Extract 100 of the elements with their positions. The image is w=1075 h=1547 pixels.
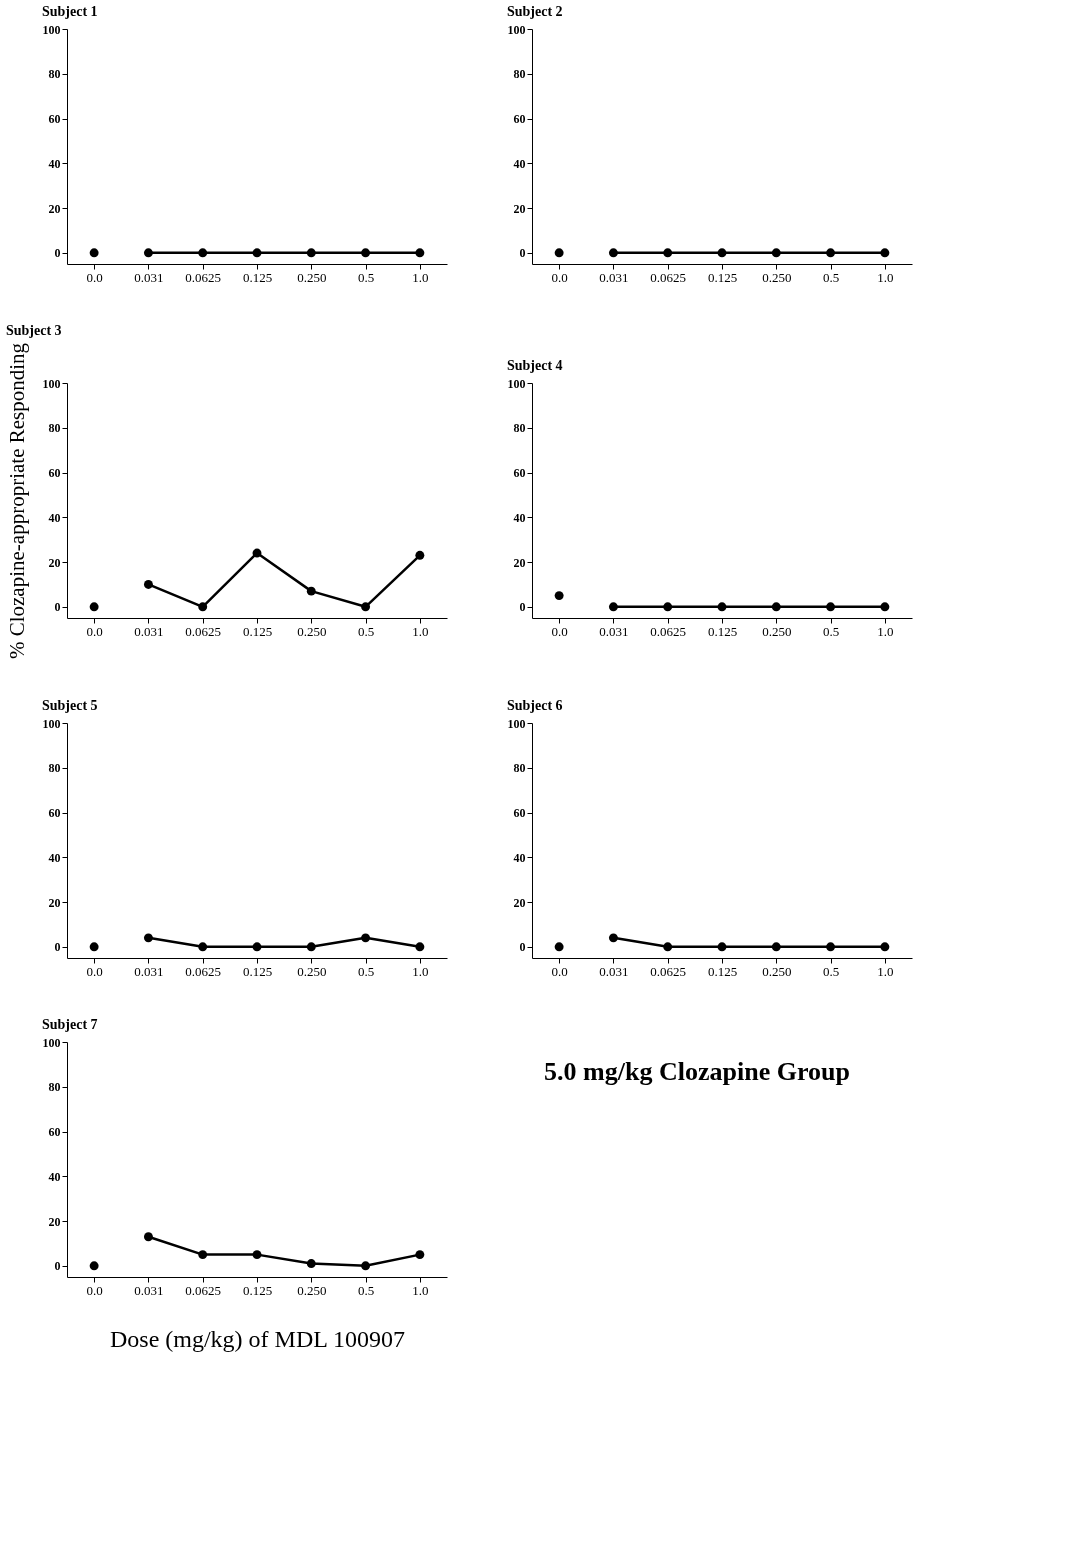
point <box>198 1250 208 1260</box>
point <box>361 1261 371 1271</box>
x-tick-label: 0.125 <box>242 963 273 979</box>
x-tick-label: 0.125 <box>707 269 738 285</box>
x-tick-label: 0.031 <box>599 623 629 639</box>
y-tick-label: 0 <box>54 246 61 261</box>
x-tick-label: 0.0625 <box>650 963 687 979</box>
y-tick-label: 40 <box>48 1169 61 1184</box>
x-tick-label: 0.031 <box>134 623 164 639</box>
y-tick-label: 100 <box>507 22 526 37</box>
y-tick-label: 40 <box>48 850 61 865</box>
y-tick-label: 60 <box>48 1125 61 1140</box>
y-tick-label: 20 <box>513 895 526 910</box>
y-tick-label: 100 <box>42 376 61 391</box>
y-tick-label: 40 <box>513 510 526 525</box>
point <box>361 602 371 612</box>
x-tick-label: 0.250 <box>297 1282 327 1298</box>
x-tick-label: 0.5 <box>822 963 840 979</box>
y-tick-label: 80 <box>48 67 61 82</box>
y-tick-label: 40 <box>513 850 526 865</box>
x-tick-label: 0.5 <box>357 1282 375 1298</box>
y-tick-label: 20 <box>48 895 61 910</box>
y-tick-label: 80 <box>513 67 526 82</box>
y-tick-label: 0 <box>54 600 61 615</box>
y-tick-label: 60 <box>48 466 61 481</box>
y-tick-label: 40 <box>48 510 61 525</box>
point <box>89 602 99 612</box>
point <box>306 1259 316 1269</box>
y-tick-label: 60 <box>48 112 61 127</box>
x-tick-label: 0.0625 <box>185 623 222 639</box>
y-tick-label: 0 <box>54 940 61 955</box>
x-tick-label: 0.5 <box>822 269 840 285</box>
x-tick-label: 0.031 <box>134 1282 164 1298</box>
x-tick-label: 0.5 <box>357 623 375 639</box>
x-tick-label: 0.0625 <box>185 963 222 979</box>
y-tick-label: 0 <box>519 600 526 615</box>
chart-title: Subject 6 <box>507 698 563 713</box>
x-tick-label: 0.0625 <box>650 269 687 285</box>
point <box>143 1232 153 1242</box>
y-tick-label: 100 <box>42 22 61 37</box>
chart-title: Subject 2 <box>507 4 563 19</box>
y-tick-label: 60 <box>513 466 526 481</box>
x-tick-label: 0.125 <box>242 623 273 639</box>
x-tick-label: 1.0 <box>877 963 894 979</box>
x-tick-label: 0.0 <box>86 963 103 979</box>
x-tick-label: 0.5 <box>357 963 375 979</box>
y-tick-label: 60 <box>48 806 61 821</box>
x-tick-label: 0.250 <box>762 623 792 639</box>
x-tick-label: 0.125 <box>242 1282 273 1298</box>
x-axis-title: Dose (mg/kg) of MDL 100907 <box>109 1325 406 1352</box>
y-tick-label: 100 <box>42 716 61 731</box>
point <box>415 550 425 560</box>
x-tick-label: 0.250 <box>297 963 327 979</box>
y-tick-label: 20 <box>48 555 61 570</box>
y-tick-label: 40 <box>513 156 526 171</box>
x-tick-label: 1.0 <box>877 623 894 639</box>
text: 5.0 mg/kg Clozapine Group <box>544 1057 850 1086</box>
x-tick-label: 0.125 <box>707 623 738 639</box>
y-tick-label: 40 <box>48 156 61 171</box>
y-tick-label: 100 <box>507 376 526 391</box>
chart-title: Subject 1 <box>42 4 98 19</box>
x-tick-label: 0.0 <box>551 269 568 285</box>
x-tick-label: 1.0 <box>877 269 894 285</box>
x-tick-label: 0.125 <box>707 963 738 979</box>
y-tick-label: 80 <box>513 421 526 436</box>
y-tick-label: 20 <box>513 201 526 216</box>
point <box>143 579 153 589</box>
x-tick-label: 0.0 <box>86 269 103 285</box>
y-tick-label: 0 <box>519 246 526 261</box>
x-tick-label: 0.0 <box>86 1282 103 1298</box>
x-tick-label: 0.031 <box>134 963 164 979</box>
x-tick-label: 0.250 <box>297 623 327 639</box>
chart-title: Subject 5 <box>42 698 98 713</box>
y-tick-label: 60 <box>513 806 526 821</box>
x-tick-label: 0.0625 <box>185 1282 222 1298</box>
y-tick-label: 20 <box>513 555 526 570</box>
point <box>198 602 208 612</box>
x-tick-label: 0.0 <box>86 623 103 639</box>
x-tick-label: 0.250 <box>762 269 792 285</box>
x-tick-label: 0.250 <box>297 269 327 285</box>
x-tick-label: 1.0 <box>412 623 429 639</box>
point <box>415 1250 425 1260</box>
y-tick-label: 0 <box>519 940 526 955</box>
chart-title: Subject 4 <box>507 358 563 373</box>
y-tick-label: 20 <box>48 1214 61 1229</box>
y-tick-label: 20 <box>48 201 61 216</box>
x-tick-label: 1.0 <box>412 1282 429 1298</box>
y-tick-label: 100 <box>507 716 526 731</box>
x-tick-label: 0.0625 <box>650 623 687 639</box>
x-tick-label: 0.0625 <box>185 269 222 285</box>
x-tick-label: 1.0 <box>412 269 429 285</box>
y-tick-label: 0 <box>54 1259 61 1274</box>
chart-title: Subject 3 <box>6 323 62 339</box>
y-tick-label: 80 <box>48 1080 61 1095</box>
point <box>252 1250 262 1260</box>
point <box>89 1261 99 1271</box>
y-tick-label: 80 <box>48 761 61 776</box>
x-tick-label: 0.0 <box>551 963 568 979</box>
y-tick-label: 80 <box>48 421 61 436</box>
y-tick-label: 80 <box>513 761 526 776</box>
